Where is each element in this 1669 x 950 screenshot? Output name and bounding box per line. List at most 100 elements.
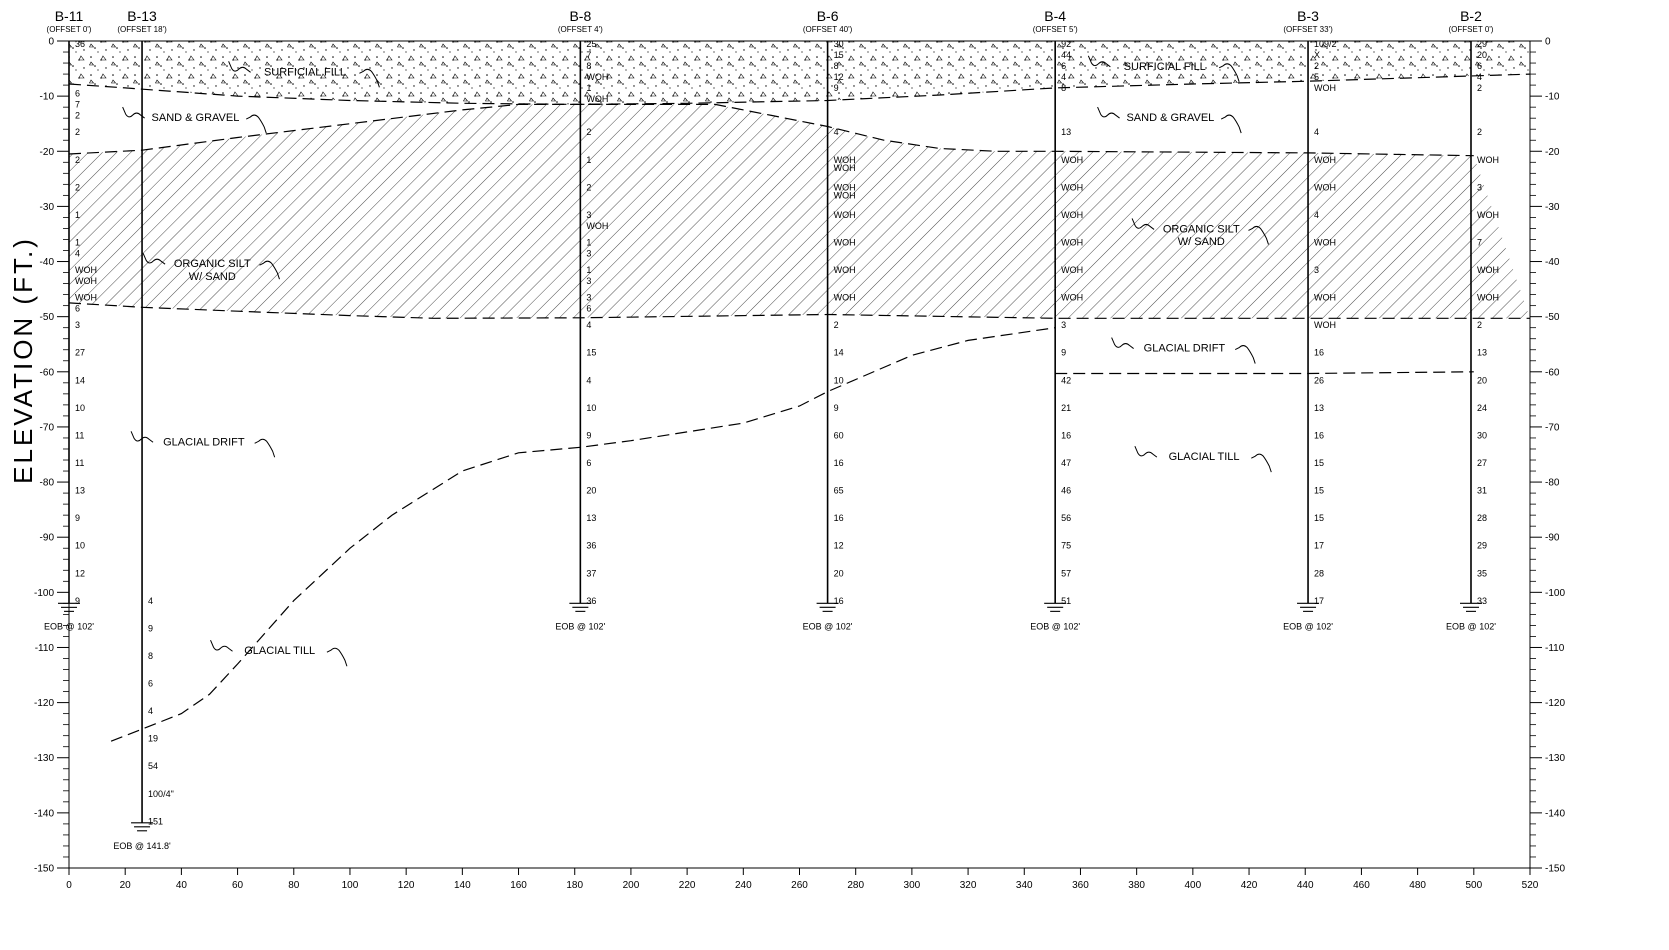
blow-count: 15 xyxy=(586,348,596,358)
blow-count: 10 xyxy=(75,541,85,551)
blow-count: 1 xyxy=(586,237,591,247)
blow-count: 37 xyxy=(586,568,596,578)
blow-count: 11 xyxy=(75,458,84,468)
blow-count: 26 xyxy=(1314,375,1324,385)
label-leader-right xyxy=(359,68,380,88)
blow-count: WOH xyxy=(1061,237,1083,247)
blow-count: 2 xyxy=(75,111,80,121)
blow-count: 4 xyxy=(834,127,839,137)
y-tick-label-right: -60 xyxy=(1545,367,1560,378)
blow-count: WOH xyxy=(834,191,856,201)
y-tick-label-left: -40 xyxy=(40,257,55,268)
blow-count: 3 xyxy=(586,293,591,303)
blow-count: WOH xyxy=(834,210,856,220)
y-tick-label-right: -30 xyxy=(1545,202,1560,213)
boring-name: B-2 xyxy=(1460,8,1482,24)
blow-count: 2 xyxy=(1314,61,1319,71)
blow-count: 20 xyxy=(586,486,596,496)
surficial-fill-layer xyxy=(69,41,1530,105)
blow-count: 12 xyxy=(75,568,85,578)
layer-label: ORGANIC SILT xyxy=(1163,223,1240,235)
blow-count: 20 xyxy=(834,568,844,578)
organic-silt-layer xyxy=(69,104,1530,319)
x-tick-label: 180 xyxy=(566,880,583,891)
label-leader-right xyxy=(259,260,280,280)
boring-name: B-8 xyxy=(569,8,591,24)
blow-count: 9 xyxy=(75,596,80,606)
contact-line-drift-till-right xyxy=(1055,371,1474,375)
y-tick-label-right: 0 xyxy=(1545,37,1551,48)
x-tick-label: 480 xyxy=(1409,880,1426,891)
blow-count: 30 xyxy=(1477,430,1487,440)
y-tick-label-right: -40 xyxy=(1545,257,1560,268)
layer-label: W/ SAND xyxy=(189,271,236,283)
blow-count: 42 xyxy=(1061,375,1071,385)
blow-count: 27 xyxy=(1477,458,1487,468)
blow-count: WOH xyxy=(586,72,608,82)
blow-count: 13 xyxy=(1314,403,1324,413)
blow-count: WOH xyxy=(75,293,97,303)
blow-count: WOH xyxy=(75,265,97,275)
y-tick-label-right: -140 xyxy=(1545,808,1565,819)
y-tick-label-right: -70 xyxy=(1545,422,1560,433)
x-tick-label: 80 xyxy=(288,880,300,891)
blow-count: 16 xyxy=(834,513,844,523)
x-tick-label: 240 xyxy=(735,880,752,891)
boring-offset: (OFFSET 0') xyxy=(47,25,92,34)
blow-count: 16 xyxy=(1314,430,1324,440)
boring-b-13: B-13(OFFSET 18') EOB @ 141.8' 4 9 8 6 4 19 54 100… xyxy=(113,8,173,851)
boring-eob-label: EOB @ 141.8' xyxy=(113,841,171,851)
boring-offset: (OFFSET 0') xyxy=(1449,25,1494,34)
y-tick-label-right: -100 xyxy=(1545,588,1565,599)
boring-b-2: B-2(OFFSET 0')EOB @ 102'29206422WOH3WOH7… xyxy=(1446,8,1499,631)
x-tick-label: 160 xyxy=(510,880,527,891)
blow-count: WOH xyxy=(1061,210,1083,220)
x-tick-label: 320 xyxy=(960,880,977,891)
x-tick-label: 360 xyxy=(1072,880,1089,891)
label-leader-right xyxy=(1248,225,1269,245)
axis-ticks: 0 0 -10 -10 -20 -20 -30 -30 -40 -40 -50 -50 -60 -60 -7… xyxy=(34,37,1565,892)
blow-count: 11 xyxy=(75,430,84,440)
x-tick-label: 420 xyxy=(1241,880,1258,891)
y-tick-label-left: -150 xyxy=(34,864,54,875)
blow-count: 10 xyxy=(834,375,844,385)
blow-count: WOH xyxy=(834,182,856,192)
blow-count: WOH xyxy=(1314,155,1336,165)
label-leader-left xyxy=(1131,218,1155,230)
blow-count: 36 xyxy=(586,596,596,606)
blow-count: 12 xyxy=(834,541,844,551)
blow-count: 16 xyxy=(834,596,844,606)
blow-count: 3 xyxy=(1314,265,1319,275)
blow-count: 8 xyxy=(586,61,591,71)
boring-offset: (OFFSET 33') xyxy=(1283,25,1333,34)
label-leader-left xyxy=(1097,106,1120,119)
label-leader-left xyxy=(1087,55,1111,68)
layer-label: GLACIAL TILL xyxy=(1169,451,1240,463)
blow-count: 31 xyxy=(1477,486,1487,496)
blow-count: WOH xyxy=(586,94,608,104)
x-tick-label: 500 xyxy=(1465,880,1482,891)
x-tick-label: 520 xyxy=(1522,880,1539,891)
blow-count: 16 xyxy=(1314,348,1324,358)
boring-name: B-3 xyxy=(1297,8,1319,24)
y-tick-label-right: -130 xyxy=(1545,753,1565,764)
blow-count: 92 xyxy=(1061,39,1071,49)
blow-count: 10 xyxy=(75,403,85,413)
label-leader-left xyxy=(1111,337,1134,349)
blow-count: WOH xyxy=(1314,293,1336,303)
blow-count: 24 xyxy=(1477,403,1487,413)
blow-count: 16 xyxy=(1061,430,1071,440)
boring-b-3: B-3(OFFSET 33')EOB @ 102'109/2X25WOH4WOH… xyxy=(1283,8,1336,631)
y-tick-label-left: -50 xyxy=(40,312,55,323)
blow-count: 13 xyxy=(1061,127,1071,137)
blow-count: 14 xyxy=(75,375,85,385)
blow-count: 9 xyxy=(148,623,153,633)
blow-count: 7 xyxy=(1477,237,1482,247)
blow-count: 9 xyxy=(834,403,839,413)
blow-count: 4 xyxy=(1314,210,1319,220)
blow-count: 15 xyxy=(834,50,844,60)
blow-count: 36 xyxy=(586,541,596,551)
blow-count: WOH xyxy=(75,276,97,286)
boring-name: B-4 xyxy=(1044,8,1066,24)
